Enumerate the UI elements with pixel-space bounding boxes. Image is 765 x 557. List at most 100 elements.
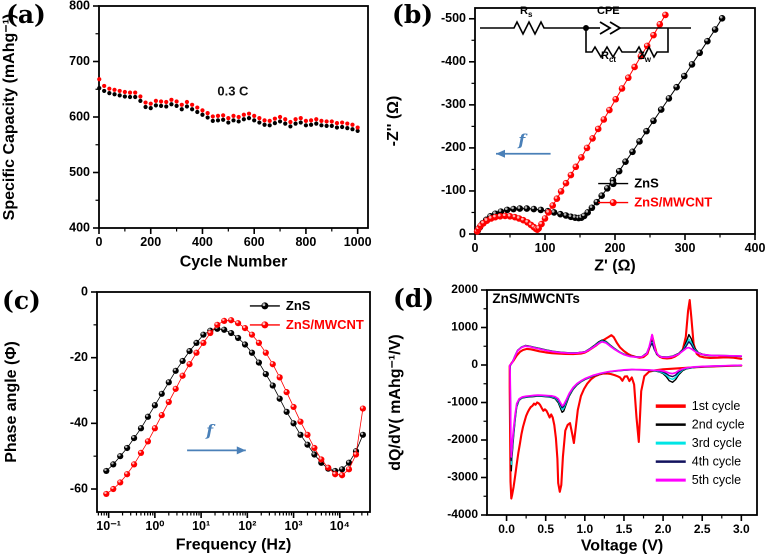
svg-text:10²: 10² bbox=[238, 519, 256, 533]
svg-text:2000: 2000 bbox=[451, 282, 478, 296]
panel-label-c: (c) bbox=[2, 286, 41, 315]
svg-text:800: 800 bbox=[69, 0, 90, 12]
svg-text:2nd cycle: 2nd cycle bbox=[692, 417, 745, 431]
svg-text:500: 500 bbox=[69, 165, 90, 179]
svg-text:4th cycle: 4th cycle bbox=[692, 454, 741, 468]
bode-plot-svg: 10⁻¹ 10⁰ 10¹ 10² 10³ 10⁴ -60 -40 -20 0 Phase angle… bbox=[3, 284, 371, 553]
y-axis-label: -Z'' (Ω) bbox=[385, 96, 402, 147]
axes: 10⁻¹ 10⁰ 10¹ 10² 10³ 10⁴ -60 -40 -20 0 bbox=[70, 284, 369, 533]
circuit-label-cpe: CPE bbox=[597, 5, 620, 17]
svg-text:300: 300 bbox=[675, 241, 696, 255]
svg-text:1st cycle: 1st cycle bbox=[692, 399, 741, 413]
svg-text:ZnS/MWCNT: ZnS/MWCNT bbox=[286, 317, 364, 332]
svg-text:-200: -200 bbox=[441, 140, 466, 154]
svg-text:5th cycle: 5th cycle bbox=[692, 473, 741, 487]
panel-b: 0 100 200 300 400 -500 -400 -300 -200 -100 0 -Z'' (… bbox=[382, 0, 765, 278]
axes: 0.0 0.5 1.0 1.5 2.0 2.5 3.0 -4000 -3000 -2000 -100… bbox=[447, 282, 750, 536]
svg-text:800: 800 bbox=[295, 235, 316, 249]
svg-text:2.5: 2.5 bbox=[694, 522, 711, 536]
svg-text:1000: 1000 bbox=[451, 320, 478, 334]
svg-text:-500: -500 bbox=[441, 11, 466, 25]
circuit-label-rct: Rct bbox=[601, 50, 617, 65]
cycling-performance-chart: 0 200 400 600 800 1000 400 500 600 700 800 Specific… bbox=[0, 0, 382, 278]
nyquist-plot: 0 100 200 300 400 -500 -400 -300 -200 -100 0 -Z'' (… bbox=[382, 0, 765, 278]
svg-text:-3000: -3000 bbox=[447, 470, 478, 484]
svg-text:10⁻¹: 10⁻¹ bbox=[96, 519, 121, 533]
svg-text:0.5: 0.5 bbox=[537, 522, 554, 536]
bode-plot: 10⁻¹ 10⁰ 10¹ 10² 10³ 10⁴ -60 -40 -20 0 Phase angle… bbox=[0, 278, 382, 557]
y-axis-label: Phase angle (Φ) bbox=[3, 341, 20, 463]
series-ZnS-MWCNT bbox=[473, 11, 669, 235]
svg-text:-2000: -2000 bbox=[447, 432, 478, 446]
svg-text:-400: -400 bbox=[441, 54, 466, 68]
svg-text:2.0: 2.0 bbox=[655, 522, 672, 536]
panel-c: 10⁻¹ 10⁰ 10¹ 10² 10³ 10⁴ -60 -40 -20 0 Phase angle… bbox=[0, 278, 382, 557]
y-axis-label: dQ/dV( mAhg⁻¹/V) bbox=[387, 334, 404, 470]
svg-text:ZnS: ZnS bbox=[286, 298, 311, 313]
svg-text:-4000: -4000 bbox=[447, 507, 478, 521]
equivalent-circuit-drawing bbox=[480, 20, 691, 59]
svg-text:ZnS/MWCNT: ZnS/MWCNT bbox=[634, 195, 712, 210]
svg-text:3rd cycle: 3rd cycle bbox=[692, 436, 742, 450]
svg-text:400: 400 bbox=[192, 235, 213, 249]
dqdv-plot-svg: 0.0 0.5 1.0 1.5 2.0 2.5 3.0 -4000 -3000 -2000 -100… bbox=[387, 282, 758, 554]
panel-a: 0 200 400 600 800 1000 400 500 600 700 800 Specific… bbox=[0, 0, 382, 278]
svg-text:100: 100 bbox=[535, 241, 556, 255]
series-ZnS-MWCNT bbox=[103, 317, 367, 498]
series-black bbox=[97, 86, 360, 133]
series-red bbox=[97, 77, 360, 130]
svg-text:-40: -40 bbox=[70, 416, 88, 430]
svg-text:0: 0 bbox=[81, 284, 88, 298]
svg-text:ZnS: ZnS bbox=[634, 176, 659, 191]
frequency-direction-arrow bbox=[496, 149, 551, 158]
svg-text:-300: -300 bbox=[441, 97, 466, 111]
svg-text:10³: 10³ bbox=[285, 519, 303, 533]
panel-label-a: (a) bbox=[6, 0, 46, 29]
svg-text:3.0: 3.0 bbox=[733, 522, 750, 536]
svg-text:10⁴: 10⁴ bbox=[330, 519, 350, 533]
y-axis-label: Specific Capacity (mAhg⁻¹) bbox=[1, 14, 18, 221]
svg-text:200: 200 bbox=[605, 241, 626, 255]
series-ZnS bbox=[474, 15, 726, 234]
annotation: ZnS/MWCNTs bbox=[492, 291, 580, 306]
x-axis-label: Z' (Ω) bbox=[594, 257, 636, 274]
x-axis-label: Frequency (Hz) bbox=[176, 536, 292, 553]
svg-text:1.0: 1.0 bbox=[576, 522, 593, 536]
circuit-label-zw: Zw bbox=[638, 50, 651, 65]
frequency-direction-arrow bbox=[187, 446, 246, 455]
plot-frame bbox=[96, 291, 371, 513]
plot-frame bbox=[486, 289, 758, 516]
circuit-label-rs: Rs bbox=[520, 5, 533, 20]
svg-text:-100: -100 bbox=[441, 183, 466, 197]
axes: 0 200 400 600 800 1000 400 500 600 700 800 bbox=[69, 0, 371, 249]
panel-label-b: (b) bbox=[392, 0, 434, 29]
equivalent-circuit-inset: Rs CPE Rct Zw bbox=[478, 6, 693, 64]
svg-text:0: 0 bbox=[459, 226, 466, 240]
nyquist-plot-svg: 0 100 200 300 400 -500 -400 -300 -200 -100 0 -Z'' (… bbox=[385, 7, 765, 274]
svg-text:0: 0 bbox=[471, 357, 478, 371]
svg-text:1.5: 1.5 bbox=[616, 522, 633, 536]
svg-text:-1000: -1000 bbox=[447, 395, 478, 409]
svg-text:400: 400 bbox=[745, 241, 765, 255]
x-axis-label: Cycle Number bbox=[180, 253, 288, 270]
svg-text:-20: -20 bbox=[70, 350, 88, 364]
legend: ZnS ZnS/MWCNT bbox=[598, 176, 712, 210]
svg-text:0: 0 bbox=[472, 241, 479, 255]
panel-label-d: (d) bbox=[393, 284, 435, 313]
svg-text:600: 600 bbox=[69, 109, 90, 123]
svg-text:10⁰: 10⁰ bbox=[145, 519, 165, 533]
annotation: f bbox=[517, 130, 528, 149]
svg-text:-60: -60 bbox=[70, 481, 88, 495]
annotation: f bbox=[205, 421, 216, 440]
cycling-performance-svg: 0 200 400 600 800 1000 400 500 600 700 800 Specific… bbox=[1, 0, 372, 270]
axes: 0 100 200 300 400 -500 -400 -300 -200 -100 0 bbox=[441, 11, 765, 255]
series-cycle-5 bbox=[508, 333, 743, 458]
svg-text:200: 200 bbox=[140, 235, 161, 249]
legend: 1st cycle 2nd cycle 3rd cycle 4th cycle 5th … bbox=[655, 399, 745, 487]
svg-text:600: 600 bbox=[244, 235, 265, 249]
dqdv-plot: 0.0 0.5 1.0 1.5 2.0 2.5 3.0 -4000 -3000 -2000 -100… bbox=[382, 278, 765, 557]
svg-text:400: 400 bbox=[69, 220, 90, 234]
panel-d: 0.0 0.5 1.0 1.5 2.0 2.5 3.0 -4000 -3000 -2000 -100… bbox=[382, 278, 765, 557]
svg-text:10¹: 10¹ bbox=[192, 519, 210, 533]
